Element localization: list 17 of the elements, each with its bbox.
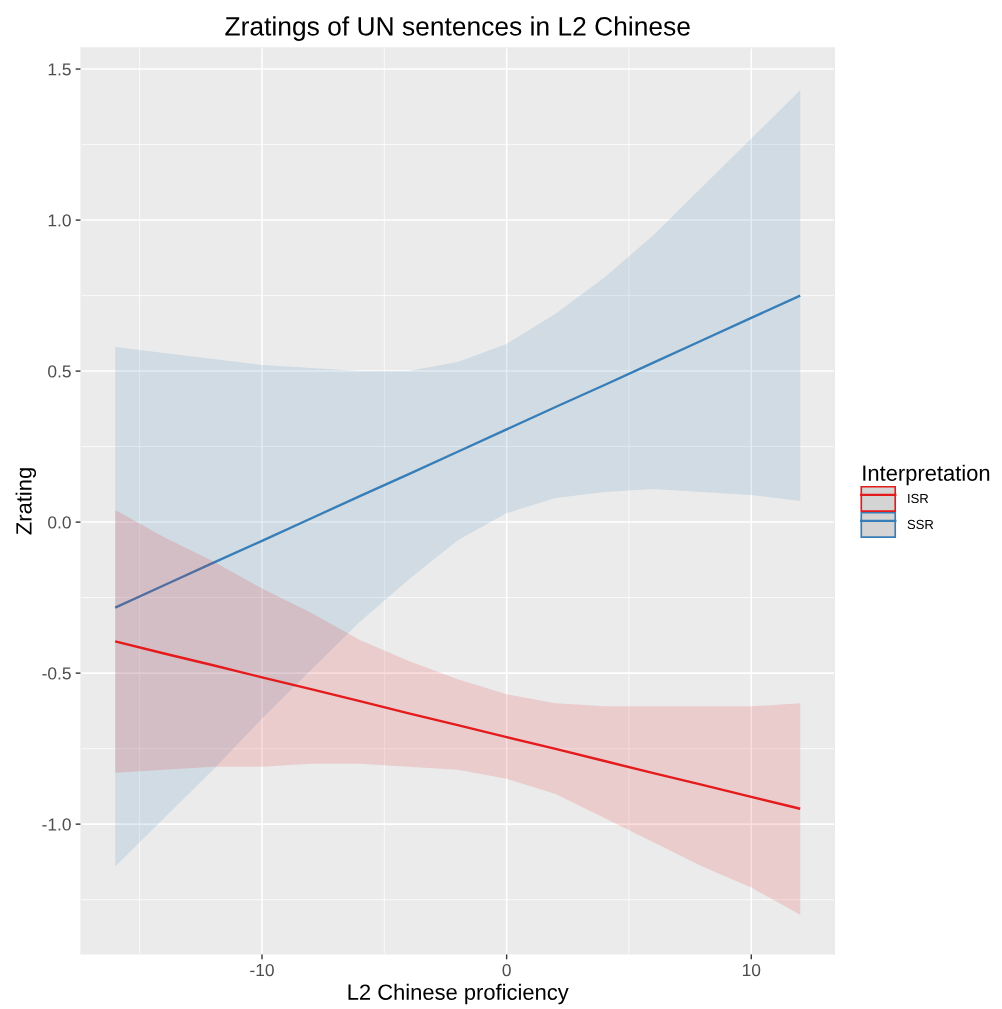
y-tick-label: -0.5 — [42, 667, 71, 680]
x-tick-label: 0 — [502, 963, 511, 977]
line-series — [114, 294, 802, 609]
x-axis-title: L2 Chinese proficiency — [348, 983, 569, 1005]
y-tick-label: 1.0 — [48, 214, 71, 227]
y-tick-label: -1.0 — [42, 818, 71, 831]
y-tick-label: 0.0 — [48, 516, 71, 529]
line-series — [114, 640, 802, 810]
y-tick-label: 1.5 — [48, 63, 71, 76]
chart-title: Zratings of UN sentences in L2 Chinese — [225, 16, 690, 41]
x-tick-label: -10 — [250, 963, 274, 977]
legend-label: SSR — [907, 519, 934, 530]
legend-label: ISR — [908, 493, 929, 504]
y-axis-title: Zrating — [15, 468, 37, 535]
legend-title: Interpretation — [863, 464, 990, 486]
x-tick-label: 10 — [742, 963, 761, 977]
y-tick-label: 0.5 — [48, 365, 71, 378]
